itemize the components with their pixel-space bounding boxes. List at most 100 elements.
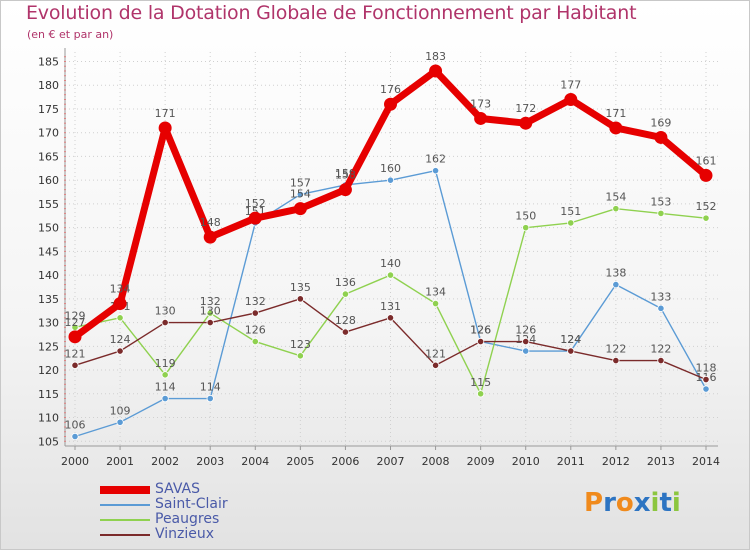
y-tick-label: 180 <box>38 79 59 92</box>
data-point-savas <box>609 121 623 135</box>
data-label-peaugres: 134 <box>425 286 446 299</box>
logo-letter: P <box>584 488 604 518</box>
x-tick-label: 2007 <box>377 455 405 468</box>
y-axis-minor-tick <box>64 60 66 62</box>
data-label-peaugres: 129 <box>65 309 86 322</box>
data-point-saint-clair <box>161 394 169 403</box>
data-label-peaugres: 136 <box>335 276 356 289</box>
data-label-vinzieux: 128 <box>335 314 356 327</box>
data-point-saint-clair <box>71 432 79 441</box>
y-axis-minor-tick <box>64 193 66 195</box>
y-axis-minor-tick <box>64 265 66 267</box>
y-axis-minor-tick <box>64 136 66 138</box>
y-axis-minor-tick <box>64 388 66 390</box>
data-label-peaugres: 132 <box>200 295 221 308</box>
data-point-saint-clair <box>522 347 530 355</box>
series-savas: 127 134 171 148 152 154 158 176 183 173 172 177 171 1… <box>65 50 717 344</box>
data-point-vinzieux <box>386 314 395 322</box>
data-label-peaugres: 152 <box>696 200 717 213</box>
data-label-savas: 127 <box>65 316 86 329</box>
data-point-peaugres <box>206 309 214 317</box>
y-axis-minor-tick <box>64 284 66 286</box>
data-point-savas <box>248 211 262 225</box>
data-label-vinzieux: 118 <box>696 362 717 375</box>
y-axis-minor-tick <box>64 174 66 176</box>
data-label-vinzieux: 130 <box>200 305 221 318</box>
x-tick-label: 2002 <box>151 455 179 468</box>
y-axis-minor-tick <box>64 402 66 404</box>
y-axis-minor-tick <box>64 326 66 328</box>
y-axis-minor-tick <box>64 122 66 124</box>
data-label-savas: 173 <box>470 97 491 110</box>
y-axis-minor-tick <box>64 94 66 96</box>
data-label-saint-clair: 157 <box>290 176 311 189</box>
y-axis-minor-tick <box>64 75 66 77</box>
y-axis-minor-tick <box>64 341 66 343</box>
data-point-saint-clair <box>702 385 710 393</box>
y-axis-minor-tick <box>64 241 66 243</box>
data-point-saint-clair <box>431 167 440 175</box>
y-axis-minor-tick <box>64 108 66 110</box>
x-tick-label: 2013 <box>647 455 675 468</box>
y-tick-label: 115 <box>38 388 59 401</box>
data-label-vinzieux: 121 <box>65 347 86 360</box>
data-point-saint-clair <box>657 304 665 312</box>
data-label-savas: 172 <box>515 102 536 115</box>
data-label-savas: 176 <box>380 83 401 96</box>
y-axis-minor-tick <box>64 440 66 442</box>
y-axis-minor-tick <box>64 56 66 58</box>
y-axis-minor-tick <box>64 407 66 409</box>
y-axis-minor-tick <box>64 298 66 300</box>
data-point-vinzieux <box>431 361 440 369</box>
data-label-vinzieux: 126 <box>470 324 491 337</box>
y-axis-minor-tick <box>64 146 66 148</box>
y-axis-minor-tick <box>64 117 66 119</box>
legend-swatch-saint-clair <box>100 504 150 506</box>
y-tick-label: 175 <box>38 103 59 116</box>
data-point-savas <box>474 111 488 125</box>
y-tick-label: 110 <box>38 412 59 425</box>
x-tick-label: 2014 <box>692 455 720 468</box>
y-axis-minor-tick <box>64 398 66 400</box>
y-axis-minor-tick <box>64 231 66 233</box>
data-label-peaugres: 150 <box>515 210 536 223</box>
data-label-savas: 183 <box>425 50 446 63</box>
x-tick-label: 2009 <box>467 455 495 468</box>
y-axis-minor-tick <box>64 227 66 229</box>
data-point-savas <box>113 297 127 311</box>
y-axis-minor-tick <box>64 412 66 414</box>
data-label-savas: 177 <box>560 78 581 91</box>
data-point-peaugres <box>702 214 710 222</box>
y-axis-minor-tick <box>64 113 66 115</box>
y-axis-minor-tick <box>64 184 66 186</box>
x-tick-label: 2010 <box>512 455 540 468</box>
data-point-peaugres <box>522 224 530 232</box>
data-label-saint-clair: 106 <box>65 419 86 432</box>
y-axis-minor-tick <box>64 360 66 362</box>
data-label-saint-clair: 160 <box>380 162 401 175</box>
logo-letter: i <box>671 488 681 518</box>
data-point-vinzieux <box>161 318 169 327</box>
y-axis-minor-tick <box>64 431 66 433</box>
x-tick-label: 2000 <box>61 455 89 468</box>
data-label-peaugres: 119 <box>155 357 176 370</box>
data-label-vinzieux: 124 <box>110 333 131 346</box>
y-axis-minor-tick <box>64 269 66 271</box>
data-label-peaugres: 123 <box>290 338 311 351</box>
y-axis-minor-tick <box>64 70 66 72</box>
y-axis-minor-tick <box>64 217 66 219</box>
data-point-vinzieux <box>477 337 485 346</box>
y-axis-minor-tick <box>64 212 66 214</box>
data-point-saint-clair <box>296 190 304 199</box>
legend-label-peaugres: Peaugres <box>155 511 220 527</box>
logo-letter: r <box>603 488 616 518</box>
y-tick-label: 120 <box>38 364 59 377</box>
x-tick-label: 2011 <box>557 455 585 468</box>
data-label-peaugres: 115 <box>470 376 491 389</box>
data-point-saint-clair <box>206 394 214 403</box>
y-axis-minor-tick <box>64 322 66 324</box>
y-tick-label: 125 <box>38 340 59 353</box>
y-tick-label: 165 <box>38 150 59 163</box>
y-axis-minor-tick <box>64 89 66 91</box>
